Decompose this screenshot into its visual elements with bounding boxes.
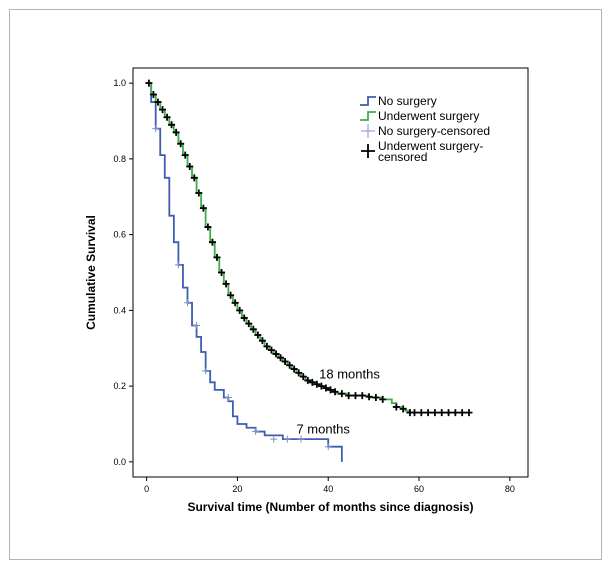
censor-mark-underwent-surgery: [249, 325, 257, 333]
censor-mark-underwent-surgery: [331, 388, 339, 396]
censor-mark-no-surgery: [174, 261, 182, 269]
censor-mark-no-surgery: [324, 443, 332, 451]
censor-mark-underwent-surgery: [272, 350, 280, 358]
y-tick-label: 0.4: [113, 305, 126, 315]
legend-symbol-no-surgery-censored: [361, 124, 375, 138]
legend-label-underwent-surgery: Underwent surgery: [378, 109, 479, 123]
censor-mark-no-surgery: [193, 322, 201, 330]
censor-mark-no-surgery: [297, 435, 305, 443]
censor-mark-underwent-surgery: [458, 409, 466, 417]
censor-mark-underwent-surgery: [358, 392, 366, 400]
censor-mark-underwent-surgery: [345, 392, 353, 400]
censor-mark-no-surgery: [224, 393, 232, 401]
censor-mark-underwent-surgery: [254, 331, 262, 339]
y-tick-label: 0.2: [113, 381, 126, 391]
censor-mark-underwent-surgery: [145, 79, 153, 87]
censor-mark-underwent-surgery: [245, 320, 253, 328]
plot-area: [132, 67, 529, 478]
censor-mark-no-surgery: [270, 435, 278, 443]
censor-mark-underwent-surgery: [159, 106, 167, 114]
x-tick-label: 0: [144, 484, 149, 494]
censor-mark-underwent-surgery: [304, 376, 312, 384]
y-axis-title: Cumulative Survival: [84, 215, 98, 330]
legend-symbol-underwent-surgery: [360, 111, 376, 121]
x-tick-label: 60: [414, 484, 424, 494]
censor-mark-underwent-surgery: [163, 113, 171, 121]
censor-mark-underwent-surgery: [177, 140, 185, 148]
censor-mark-underwent-surgery: [149, 91, 157, 99]
censor-mark-underwent-surgery: [313, 380, 321, 388]
censor-mark-underwent-surgery: [465, 409, 473, 417]
censor-mark-underwent-surgery: [195, 189, 203, 197]
series-line-no-surgery: [146, 82, 343, 462]
censor-mark-underwent-surgery: [227, 291, 235, 299]
chart-frame: [9, 9, 602, 560]
censor-mark-underwent-surgery: [236, 306, 244, 314]
censor-mark-underwent-surgery: [410, 409, 418, 417]
censor-mark-underwent-surgery: [338, 390, 346, 398]
censor-mark-underwent-surgery: [290, 365, 298, 373]
censor-mark-underwent-surgery: [168, 121, 176, 129]
y-tick-label: 0.0: [113, 457, 126, 467]
y-tick-label: 1.0: [113, 78, 126, 88]
censor-mark-underwent-surgery: [327, 386, 334, 394]
legend-label-underwent-surgery-censored: Underwent surgery-censored: [378, 139, 483, 164]
censor-mark-underwent-surgery: [190, 174, 198, 182]
censor-mark-underwent-surgery: [417, 409, 425, 417]
censor-mark-underwent-surgery: [181, 151, 189, 159]
x-tick-label: 40: [323, 484, 333, 494]
censor-mark-underwent-surgery: [445, 409, 453, 417]
x-axis-title: Survival time (Number of months since di…: [187, 500, 473, 514]
censor-mark-underwent-surgery: [218, 269, 226, 276]
censor-mark-underwent-surgery: [379, 395, 387, 403]
x-tick-label: 80: [505, 484, 515, 494]
annotation-label: 7 months: [296, 421, 350, 436]
censor-mark-underwent-surgery: [263, 342, 271, 350]
censor-mark-underwent-surgery: [392, 403, 400, 411]
censor-mark-underwent-surgery: [372, 393, 380, 401]
censor-mark-underwent-surgery: [281, 357, 289, 365]
legend-label-no-surgery-censored: No surgery-censored: [378, 124, 490, 138]
censor-mark-underwent-surgery: [186, 162, 194, 170]
legend-label-no-surgery: No surgery: [378, 94, 437, 108]
censor-mark-underwent-surgery: [295, 369, 303, 377]
censor-mark-underwent-surgery: [277, 354, 285, 362]
censor-mark-underwent-surgery: [240, 314, 248, 322]
censor-mark-underwent-surgery: [431, 409, 439, 417]
x-tick-label: 20: [232, 484, 242, 494]
censor-mark-underwent-surgery: [199, 204, 207, 212]
censor-mark-underwent-surgery: [451, 409, 459, 417]
censor-mark-underwent-surgery: [365, 393, 373, 401]
censor-mark-underwent-surgery: [286, 361, 294, 369]
legend-symbol-no-surgery: [360, 96, 376, 106]
censor-mark-underwent-surgery: [231, 299, 239, 307]
censor-mark-no-surgery: [202, 367, 210, 375]
censor-mark-no-surgery: [183, 299, 191, 307]
censor-mark-underwent-surgery: [204, 223, 212, 231]
censor-mark-underwent-surgery: [424, 409, 432, 417]
censor-mark-underwent-surgery: [299, 373, 307, 381]
censor-mark-no-surgery: [252, 428, 260, 436]
y-tick-label: 0.6: [113, 230, 126, 240]
censor-mark-underwent-surgery: [172, 128, 180, 136]
censor-mark-underwent-surgery: [308, 378, 316, 386]
censor-mark-no-surgery: [152, 125, 160, 133]
censor-mark-underwent-surgery: [399, 405, 407, 413]
censor-mark-underwent-surgery: [322, 384, 330, 392]
annotation-label: 18 months: [319, 367, 380, 382]
censor-mark-underwent-surgery: [208, 238, 216, 246]
y-tick-label: 0.8: [113, 154, 126, 164]
censor-mark-no-surgery: [283, 435, 291, 443]
censor-mark-underwent-surgery: [267, 346, 275, 354]
censor-mark-underwent-surgery: [222, 280, 230, 288]
censor-mark-underwent-surgery: [351, 392, 359, 400]
censor-mark-underwent-surgery: [258, 337, 266, 345]
censor-mark-underwent-surgery: [438, 409, 446, 417]
legend-symbol-underwent-surgery-censored: [361, 144, 375, 158]
censor-mark-underwent-surgery: [213, 253, 221, 261]
censor-mark-underwent-surgery: [154, 98, 162, 106]
censor-mark-underwent-surgery: [317, 382, 325, 390]
